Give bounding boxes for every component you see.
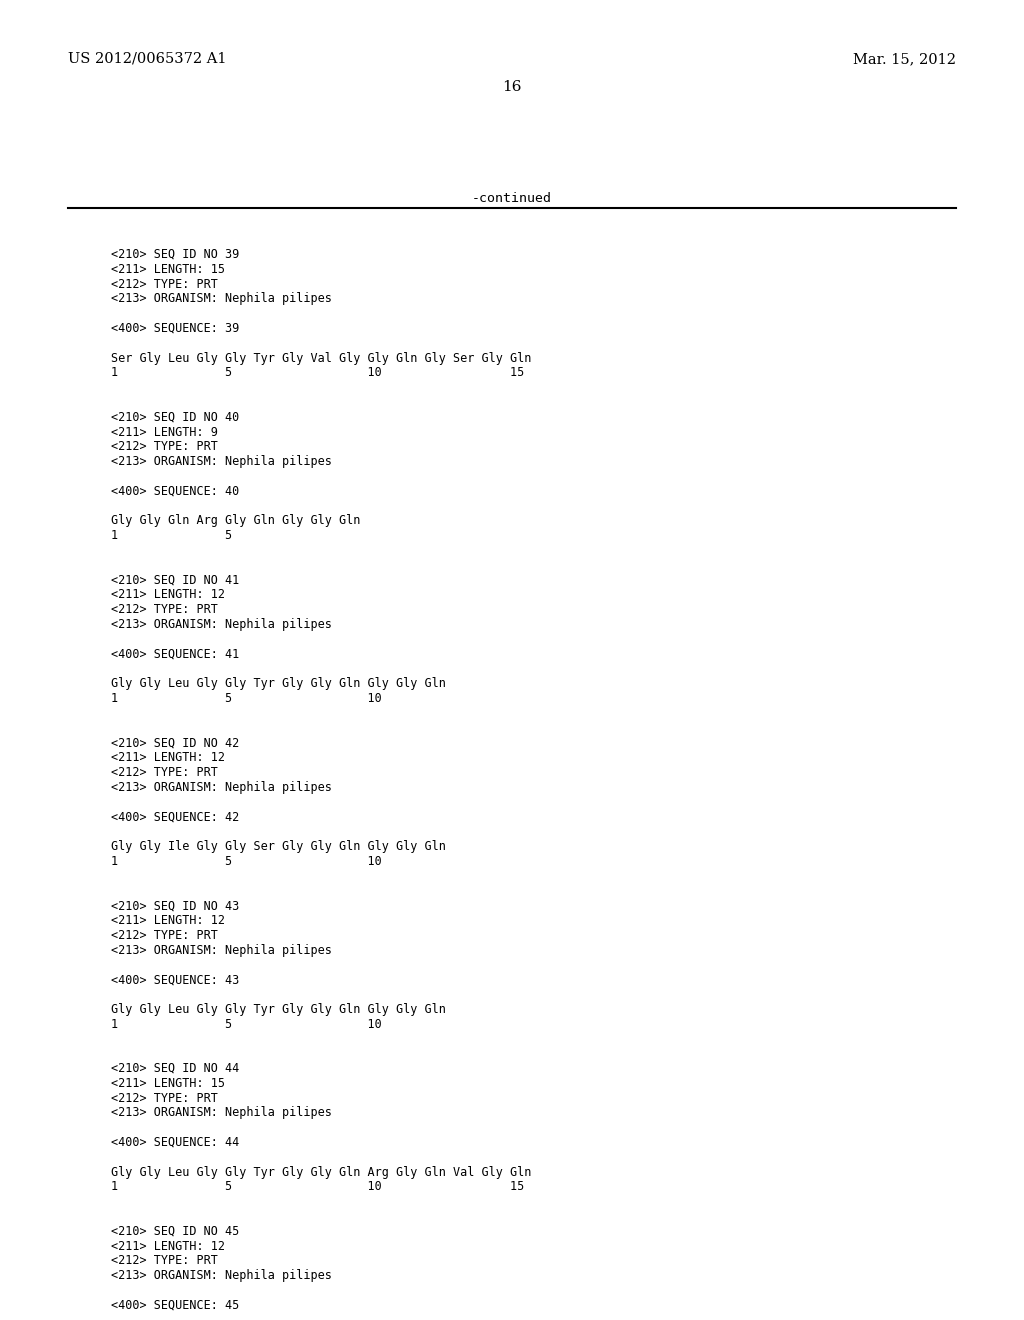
Text: <213> ORGANISM: Nephila pilipes: <213> ORGANISM: Nephila pilipes — [111, 944, 332, 957]
Text: Mar. 15, 2012: Mar. 15, 2012 — [853, 51, 956, 66]
Text: <210> SEQ ID NO 41: <210> SEQ ID NO 41 — [111, 574, 239, 586]
Text: <213> ORGANISM: Nephila pilipes: <213> ORGANISM: Nephila pilipes — [111, 618, 332, 631]
Text: <212> TYPE: PRT: <212> TYPE: PRT — [111, 603, 217, 616]
Text: <400> SEQUENCE: 42: <400> SEQUENCE: 42 — [111, 810, 239, 824]
Text: <213> ORGANISM: Nephila pilipes: <213> ORGANISM: Nephila pilipes — [111, 455, 332, 469]
Text: <211> LENGTH: 12: <211> LENGTH: 12 — [111, 751, 224, 764]
Text: 16: 16 — [502, 81, 522, 94]
Text: US 2012/0065372 A1: US 2012/0065372 A1 — [68, 51, 226, 66]
Text: <400> SEQUENCE: 39: <400> SEQUENCE: 39 — [111, 322, 239, 335]
Text: 1               5                   10                  15: 1 5 10 15 — [111, 1180, 524, 1193]
Text: 1               5                   10: 1 5 10 — [111, 1018, 381, 1031]
Text: Gly Gly Leu Gly Gly Tyr Gly Gly Gln Gly Gly Gln: Gly Gly Leu Gly Gly Tyr Gly Gly Gln Gly … — [111, 1003, 445, 1016]
Text: <400> SEQUENCE: 45: <400> SEQUENCE: 45 — [111, 1299, 239, 1312]
Text: <212> TYPE: PRT: <212> TYPE: PRT — [111, 929, 217, 941]
Text: <400> SEQUENCE: 44: <400> SEQUENCE: 44 — [111, 1137, 239, 1148]
Text: <211> LENGTH: 15: <211> LENGTH: 15 — [111, 263, 224, 276]
Text: <211> LENGTH: 12: <211> LENGTH: 12 — [111, 589, 224, 602]
Text: <212> TYPE: PRT: <212> TYPE: PRT — [111, 277, 217, 290]
Text: <210> SEQ ID NO 39: <210> SEQ ID NO 39 — [111, 248, 239, 261]
Text: <212> TYPE: PRT: <212> TYPE: PRT — [111, 766, 217, 779]
Text: <212> TYPE: PRT: <212> TYPE: PRT — [111, 1092, 217, 1105]
Text: <210> SEQ ID NO 42: <210> SEQ ID NO 42 — [111, 737, 239, 750]
Text: <213> ORGANISM: Nephila pilipes: <213> ORGANISM: Nephila pilipes — [111, 781, 332, 793]
Text: <212> TYPE: PRT: <212> TYPE: PRT — [111, 1254, 217, 1267]
Text: <210> SEQ ID NO 40: <210> SEQ ID NO 40 — [111, 411, 239, 424]
Text: <211> LENGTH: 15: <211> LENGTH: 15 — [111, 1077, 224, 1090]
Text: Ser Gly Leu Gly Gly Tyr Gly Val Gly Gly Gln Gly Ser Gly Gln: Ser Gly Leu Gly Gly Tyr Gly Val Gly Gly … — [111, 351, 531, 364]
Text: 1               5                   10                  15: 1 5 10 15 — [111, 367, 524, 379]
Text: <213> ORGANISM: Nephila pilipes: <213> ORGANISM: Nephila pilipes — [111, 1106, 332, 1119]
Text: Gly Gly Gln Arg Gly Gln Gly Gly Gln: Gly Gly Gln Arg Gly Gln Gly Gly Gln — [111, 515, 360, 528]
Text: <212> TYPE: PRT: <212> TYPE: PRT — [111, 441, 217, 453]
Text: <213> ORGANISM: Nephila pilipes: <213> ORGANISM: Nephila pilipes — [111, 1270, 332, 1282]
Text: 1               5                   10: 1 5 10 — [111, 855, 381, 867]
Text: <211> LENGTH: 12: <211> LENGTH: 12 — [111, 913, 224, 927]
Text: <400> SEQUENCE: 43: <400> SEQUENCE: 43 — [111, 973, 239, 986]
Text: <210> SEQ ID NO 43: <210> SEQ ID NO 43 — [111, 899, 239, 912]
Text: 1               5                   10: 1 5 10 — [111, 692, 381, 705]
Text: Gly Gly Ile Gly Gly Ser Gly Gly Gln Gly Gly Gln: Gly Gly Ile Gly Gly Ser Gly Gly Gln Gly … — [111, 840, 445, 853]
Text: <213> ORGANISM: Nephila pilipes: <213> ORGANISM: Nephila pilipes — [111, 293, 332, 305]
Text: <210> SEQ ID NO 44: <210> SEQ ID NO 44 — [111, 1063, 239, 1074]
Text: 1               5: 1 5 — [111, 529, 231, 543]
Text: <400> SEQUENCE: 40: <400> SEQUENCE: 40 — [111, 484, 239, 498]
Text: Gly Gly Leu Gly Gly Tyr Gly Gly Gln Gly Gly Gln: Gly Gly Leu Gly Gly Tyr Gly Gly Gln Gly … — [111, 677, 445, 690]
Text: -continued: -continued — [472, 191, 552, 205]
Text: <211> LENGTH: 9: <211> LENGTH: 9 — [111, 425, 217, 438]
Text: <211> LENGTH: 12: <211> LENGTH: 12 — [111, 1239, 224, 1253]
Text: Gly Gly Leu Gly Gly Tyr Gly Gly Gln Arg Gly Gln Val Gly Gln: Gly Gly Leu Gly Gly Tyr Gly Gly Gln Arg … — [111, 1166, 531, 1179]
Text: <400> SEQUENCE: 41: <400> SEQUENCE: 41 — [111, 648, 239, 660]
Text: <210> SEQ ID NO 45: <210> SEQ ID NO 45 — [111, 1225, 239, 1238]
